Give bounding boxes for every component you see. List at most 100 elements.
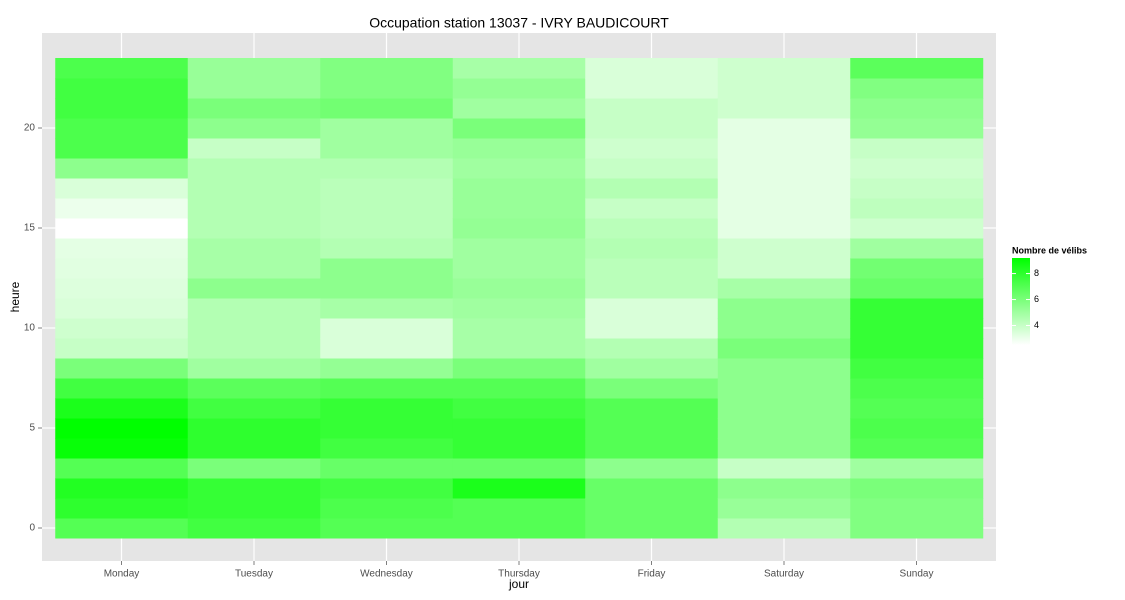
tile	[187, 98, 321, 119]
tile	[187, 378, 321, 399]
x-tick-label: Tuesday	[235, 569, 273, 580]
tile	[187, 438, 321, 459]
tile	[717, 318, 851, 339]
x-tick-label: Monday	[104, 569, 140, 580]
tile	[452, 498, 586, 519]
tile	[452, 338, 586, 359]
tile	[187, 318, 321, 339]
tile	[717, 498, 851, 519]
tile	[850, 398, 984, 419]
chart-title: Occupation station 13037 - IVRY BAUDICOU…	[369, 15, 669, 31]
tile	[850, 78, 984, 99]
tile	[320, 478, 454, 499]
tile	[452, 458, 586, 479]
tile	[320, 258, 454, 279]
tile	[452, 418, 586, 439]
tile	[850, 378, 984, 399]
tile	[850, 198, 984, 219]
tile	[320, 438, 454, 459]
tile	[452, 138, 586, 159]
tile	[585, 358, 719, 379]
tile	[320, 358, 454, 379]
tile	[187, 58, 321, 79]
tile	[55, 338, 189, 359]
tile	[850, 158, 984, 179]
y-tick-label: 5	[29, 423, 35, 434]
tile	[717, 238, 851, 259]
tile	[55, 378, 189, 399]
tile	[187, 218, 321, 239]
tile	[850, 238, 984, 259]
tile	[585, 238, 719, 259]
tile	[452, 478, 586, 499]
tile	[320, 338, 454, 359]
tile	[717, 458, 851, 479]
tile	[850, 258, 984, 279]
tile	[452, 178, 586, 199]
tile	[452, 78, 586, 99]
tile	[717, 478, 851, 499]
tile	[850, 218, 984, 239]
tile	[850, 358, 984, 379]
tile	[187, 478, 321, 499]
tile	[320, 278, 454, 299]
tile	[717, 78, 851, 99]
tile	[320, 158, 454, 179]
tile	[850, 338, 984, 359]
x-tick-label: Wednesday	[360, 569, 413, 580]
tile	[187, 278, 321, 299]
tile	[452, 378, 586, 399]
tile	[187, 398, 321, 419]
tile	[850, 458, 984, 479]
tile	[55, 78, 189, 99]
tile	[320, 138, 454, 159]
tile	[55, 138, 189, 159]
tile	[55, 218, 189, 239]
tile	[452, 358, 586, 379]
tile	[320, 298, 454, 319]
tile	[585, 518, 719, 539]
tile	[55, 518, 189, 539]
tile	[187, 78, 321, 99]
tile	[585, 198, 719, 219]
tile	[55, 398, 189, 419]
tile	[187, 258, 321, 279]
tile	[585, 338, 719, 359]
tile	[320, 318, 454, 339]
tile	[452, 438, 586, 459]
tile	[452, 158, 586, 179]
tile	[717, 198, 851, 219]
tile	[320, 458, 454, 479]
tile	[187, 158, 321, 179]
tile	[452, 398, 586, 419]
tile	[55, 418, 189, 439]
tile	[585, 138, 719, 159]
tile	[320, 98, 454, 119]
tile	[850, 438, 984, 459]
tile	[585, 118, 719, 139]
tile	[187, 178, 321, 199]
tile	[585, 298, 719, 319]
tile	[585, 278, 719, 299]
tile	[850, 278, 984, 299]
tile	[320, 78, 454, 99]
tile	[187, 498, 321, 519]
tile	[850, 318, 984, 339]
tile	[55, 58, 189, 79]
tile	[55, 118, 189, 139]
tile	[55, 258, 189, 279]
tile	[55, 238, 189, 259]
tile	[55, 298, 189, 319]
tile	[320, 118, 454, 139]
tile	[320, 418, 454, 439]
tile	[55, 498, 189, 519]
tile	[452, 318, 586, 339]
tile	[585, 438, 719, 459]
tile	[55, 478, 189, 499]
tile	[585, 218, 719, 239]
tile	[452, 98, 586, 119]
tile	[585, 478, 719, 499]
tile	[55, 178, 189, 199]
tile	[187, 198, 321, 219]
